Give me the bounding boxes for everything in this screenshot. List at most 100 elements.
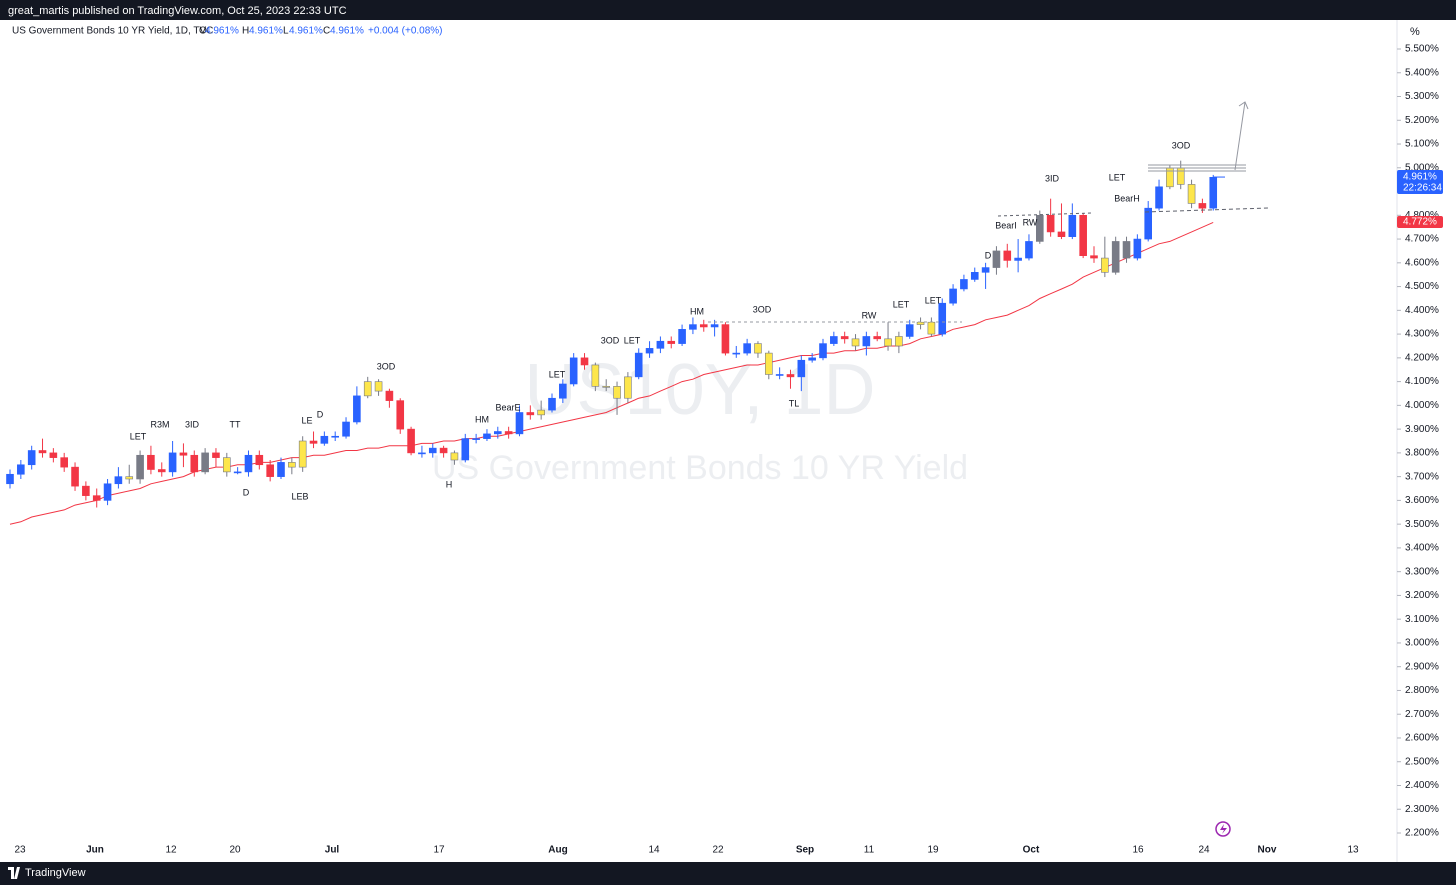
legend-value: 4.961% [289,26,323,37]
candle-body [1111,241,1120,273]
candle-body [559,383,567,399]
y-tick-label: 4.700% [1405,234,1439,245]
candle-body [450,452,459,461]
y-tick-label: 4.200% [1405,352,1439,363]
brand: TradingView [25,867,86,879]
candle-body [992,250,1001,268]
y-tick-label: 3.200% [1405,590,1439,601]
candle-body [82,485,90,496]
candle-body [721,324,730,354]
top-bar [0,0,1456,20]
candle-body [223,457,231,473]
y-tick-label: 2.800% [1405,685,1439,696]
drawn-line [997,212,1093,217]
legend-key: O [199,26,207,37]
candle-body [830,336,838,344]
candle-body [797,359,806,378]
candle-body [190,454,199,473]
candle-body [168,452,177,473]
candle-body [38,450,47,454]
candle-body [1090,255,1098,259]
candle-body [938,302,947,335]
bottom-bar [0,862,1456,885]
candle-body [591,364,600,387]
candle-body [27,450,36,466]
y-tick-label: 3.900% [1405,424,1439,435]
last-price-label: 4.961% [1403,172,1437,183]
candle-body [331,435,340,438]
candle-body [1003,250,1012,261]
y-tick-label: 5.000% [1405,162,1439,173]
candle-body [1036,215,1044,242]
pattern-label: LET [925,295,942,305]
lightning-icon[interactable] [1215,821,1231,837]
candle-body [905,324,914,337]
candle-body [1046,215,1055,233]
y-tick-label: 3.000% [1405,638,1439,649]
candle-body [157,469,166,473]
pattern-label: LET [624,335,641,345]
pattern-label: LEB [291,491,308,501]
candle-body [49,452,58,458]
candle-body [515,412,524,435]
legend-key: L [283,26,289,37]
candle-body [1079,215,1087,256]
candle-body [60,457,69,468]
x-tick-label: 16 [1132,845,1144,856]
candle-body [1209,176,1218,209]
price-axis-unit: % [1410,26,1420,38]
candle-body [732,352,741,355]
pattern-label: BearI [995,220,1017,230]
candle-body [754,343,762,354]
candle-body [689,324,697,330]
y-tick-label: 2.400% [1405,780,1439,791]
x-tick-label: Jun [86,845,104,856]
candle-body [1144,207,1152,240]
candle-body [320,435,329,444]
candle-body [960,279,968,290]
candle-body [1198,203,1207,209]
candle-body [1187,184,1196,204]
candle-body [884,338,892,347]
candle-body [1122,241,1131,259]
candle-body [808,357,816,361]
pattern-label: 3OD [753,304,772,314]
pattern-label: 3OD [601,335,620,345]
x-tick-label: 12 [165,845,177,856]
candle-body [699,324,708,328]
pattern-label: RW [1023,217,1038,227]
legend-title: US Government Bonds 10 YR Yield, 1D, TVC [12,26,213,37]
candle-body [353,395,361,423]
candle-body [418,452,426,455]
y-tick-label: 3.800% [1405,448,1439,459]
plot-area [6,160,1225,525]
candle-body [1068,215,1077,237]
candle-body [775,374,784,376]
candle-body [710,324,719,328]
x-tick-label: Nov [1258,845,1277,856]
y-tick-label: 5.400% [1405,67,1439,78]
candle-body [504,431,513,435]
ma-price-box [1397,215,1443,228]
x-tick-label: 22 [712,845,724,856]
ma-price-label: 4.772% [1403,217,1437,228]
publisher: great_martis published on TradingView.co… [8,5,347,17]
candle-body [71,466,79,487]
y-tick-label: 2.700% [1405,709,1439,720]
pattern-label: LE [301,415,312,425]
pattern-label: 3ID [1045,173,1060,183]
y-tick-label: 3.700% [1405,471,1439,482]
legend-change: +0.004 (+0.08%) [368,26,443,37]
candle-body [667,340,676,344]
candle-body [764,352,773,375]
candle-body [526,412,535,416]
y-tick-label: 2.200% [1405,828,1439,839]
y-tick-label: 4.000% [1405,400,1439,411]
candle-body [103,483,112,501]
candle-body [298,440,307,468]
x-tick-label: 11 [864,845,875,856]
candle-body [602,386,611,388]
candle-body [1101,257,1109,273]
candle-body [472,438,480,440]
